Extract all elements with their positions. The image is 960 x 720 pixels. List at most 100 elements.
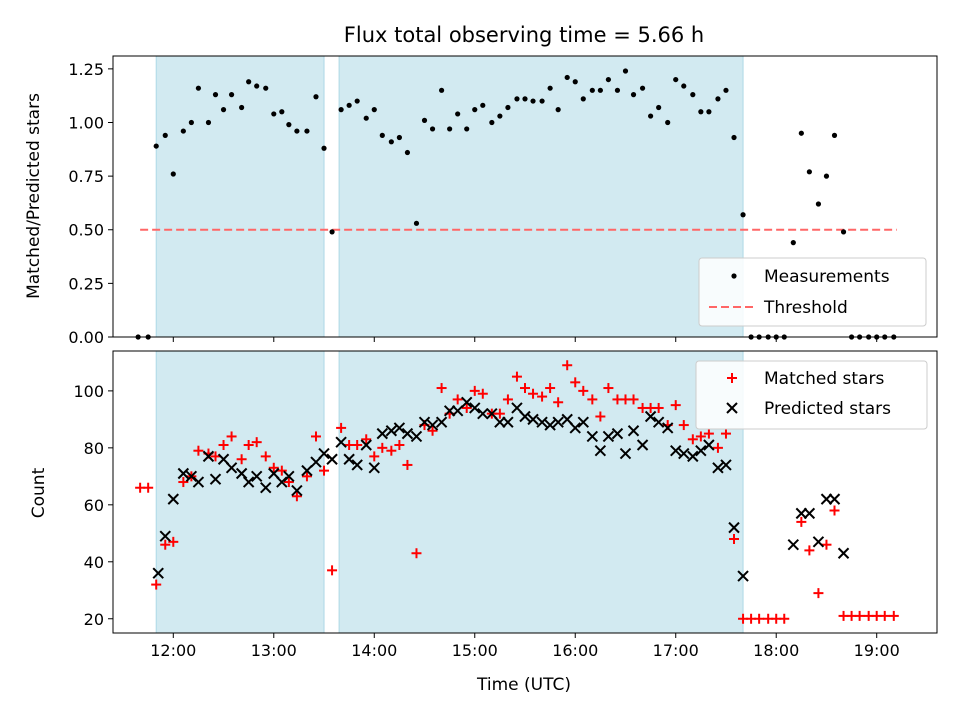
matched-star-point bbox=[251, 437, 262, 448]
matched-star-point bbox=[804, 545, 815, 556]
predicted-star-point bbox=[728, 521, 740, 534]
matched-star-point bbox=[712, 442, 723, 453]
matched-star-point bbox=[276, 465, 287, 476]
matched-star-point bbox=[578, 385, 589, 396]
matched-star-point bbox=[236, 454, 247, 465]
predicted-star-point bbox=[209, 473, 222, 485]
predicted-star-point bbox=[451, 405, 464, 417]
predicted-star-point bbox=[720, 459, 732, 471]
measurement-point bbox=[371, 107, 377, 113]
bottom-panel: 20 40 60 80 100 12:00 13:00 14:00 15:00 16:00 17:… bbox=[29, 350, 938, 695]
measurement-point bbox=[220, 107, 227, 113]
measurement-point bbox=[438, 87, 445, 93]
matched-star-point bbox=[386, 445, 397, 456]
top-y-axis-label: Matched/Predicted stars bbox=[24, 93, 44, 299]
measurement-point bbox=[555, 107, 561, 113]
matched-star-point bbox=[352, 440, 363, 450]
matched-star-point bbox=[291, 491, 302, 502]
predicted-star-point bbox=[283, 470, 295, 483]
matched-star-point bbox=[562, 360, 573, 371]
matched-star-point bbox=[879, 610, 890, 621]
measurement-point bbox=[205, 119, 212, 126]
matched-star-point bbox=[226, 431, 237, 442]
x-axis-label: Time (UTC) bbox=[476, 675, 571, 695]
matched-star-point bbox=[336, 422, 347, 433]
top-panel: 0.00 0.25 0.50 0.75 1.00 1.25 Matched/Predict… bbox=[24, 55, 938, 347]
measurement-point bbox=[239, 104, 245, 111]
matched-star-point bbox=[469, 385, 480, 396]
measurement-point bbox=[539, 98, 545, 104]
predicted-star-point bbox=[385, 425, 398, 437]
measurement-point bbox=[597, 87, 603, 93]
measurement-point bbox=[455, 111, 461, 117]
predicted-star-point bbox=[687, 450, 699, 463]
predicted-star-point bbox=[152, 567, 164, 579]
measurement-point bbox=[530, 98, 536, 104]
shaded-interval bbox=[156, 56, 325, 337]
y-tick-label: 60 bbox=[84, 496, 104, 515]
measurement-point bbox=[605, 76, 612, 83]
measurement-point bbox=[690, 92, 696, 98]
measurement-point bbox=[379, 132, 385, 138]
legend-measurements-label: Measurements bbox=[764, 267, 890, 287]
predicted-star-point bbox=[291, 484, 303, 497]
measurement-point bbox=[715, 96, 721, 102]
matched-star-point bbox=[511, 371, 522, 382]
x-tick-label: 16:00 bbox=[552, 641, 598, 660]
measurement-point bbox=[271, 111, 277, 117]
predicted-star-point bbox=[712, 462, 724, 474]
measurement-point bbox=[497, 113, 503, 119]
chart-title: Flux total observing time = 5.66 h bbox=[344, 23, 704, 47]
matched-star-point bbox=[703, 428, 714, 439]
predicted-star-point bbox=[611, 427, 624, 440]
predicted-star-point bbox=[393, 422, 406, 434]
predicted-star-point bbox=[225, 462, 238, 474]
measurement-point bbox=[648, 113, 654, 119]
matched-star-point bbox=[268, 462, 279, 473]
matched-star-point bbox=[193, 445, 204, 456]
matched-star-point bbox=[178, 477, 189, 488]
matched-star-point bbox=[310, 431, 321, 442]
measurement-point bbox=[162, 132, 168, 138]
measurement-point bbox=[263, 85, 269, 91]
matched-star-point bbox=[143, 482, 154, 493]
measurement-point bbox=[170, 171, 176, 177]
measurement-point bbox=[472, 107, 478, 113]
predicted-star-point bbox=[737, 570, 749, 582]
predicted-star-point bbox=[577, 416, 589, 428]
predicted-star-point bbox=[351, 459, 363, 471]
legend-measurements-marker bbox=[731, 273, 737, 279]
measurement-point bbox=[321, 145, 327, 151]
measurement-point bbox=[790, 240, 796, 246]
measurement-point bbox=[188, 119, 194, 126]
measurement-point bbox=[354, 98, 360, 104]
predicted-star-point bbox=[636, 439, 649, 451]
predicted-star-point bbox=[695, 444, 707, 457]
predicted-star-point bbox=[159, 530, 171, 542]
y-tick-label: 1.25 bbox=[68, 60, 104, 79]
measurement-point bbox=[723, 87, 729, 93]
matched-star-point bbox=[553, 397, 564, 408]
matched-star-point bbox=[243, 440, 254, 450]
predicted-star-point bbox=[167, 493, 179, 505]
matched-star-point bbox=[260, 451, 271, 462]
measurement-point bbox=[180, 128, 186, 134]
measurement-point bbox=[564, 74, 570, 81]
measurement-point bbox=[153, 143, 159, 149]
measurement-point bbox=[489, 119, 495, 126]
matched-star-point bbox=[829, 505, 840, 516]
measurement-point bbox=[580, 96, 586, 102]
matched-star-point bbox=[452, 394, 463, 405]
predicted-star-point bbox=[461, 396, 473, 408]
predicted-star-point bbox=[202, 450, 215, 463]
matched-star-point bbox=[821, 539, 832, 550]
measurement-point bbox=[404, 149, 411, 156]
predicted-star-point bbox=[803, 507, 816, 520]
predicted-star-point bbox=[318, 447, 330, 460]
predicted-star-point bbox=[235, 467, 248, 480]
measurement-point bbox=[589, 87, 595, 93]
measurement-point bbox=[464, 126, 470, 132]
matched-star-point bbox=[603, 383, 614, 394]
predicted-star-point bbox=[301, 464, 313, 477]
measurement-point bbox=[313, 94, 319, 100]
